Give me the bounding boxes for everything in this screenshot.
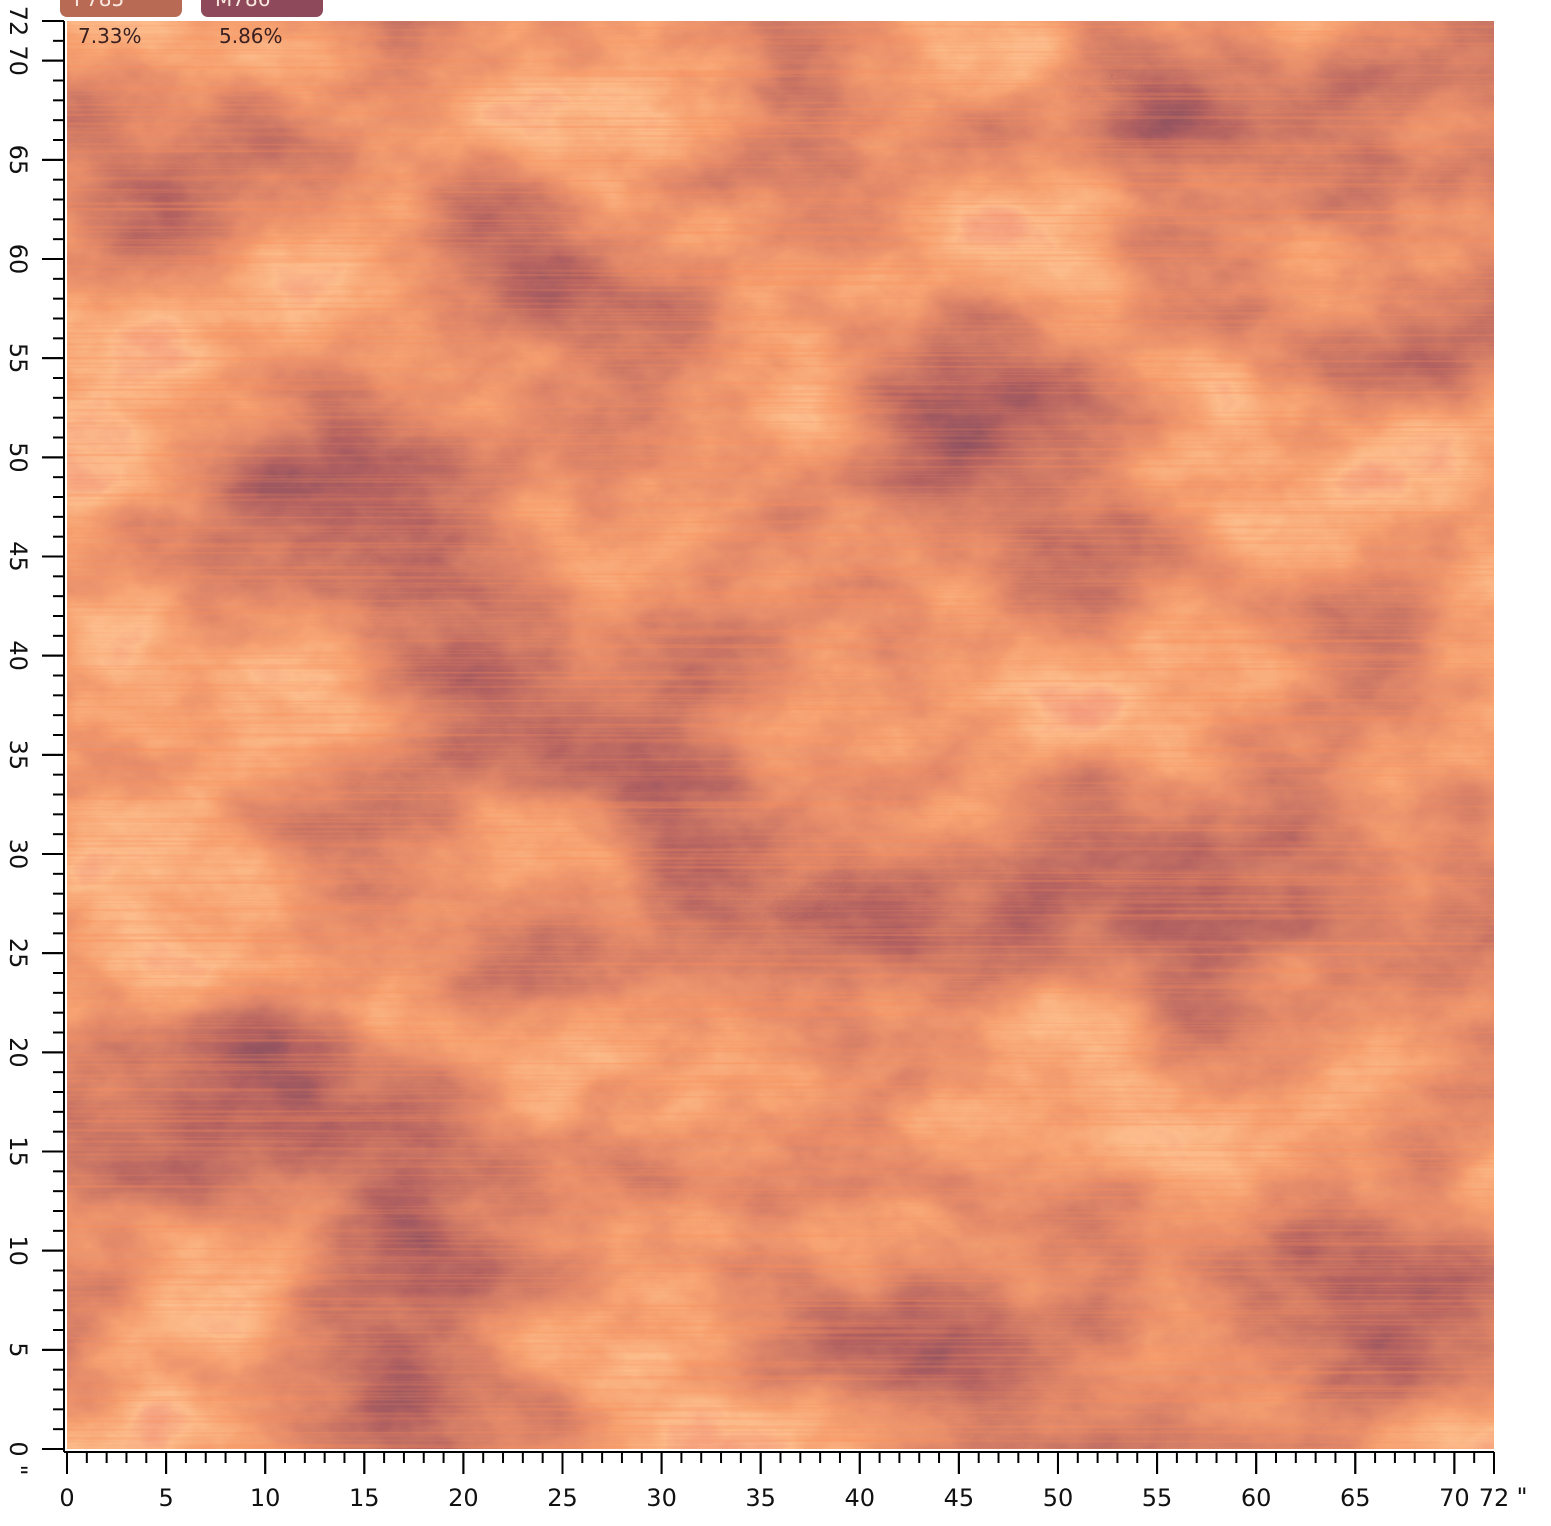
swatch-code: M786 (215, 0, 270, 11)
swatches: P785 7.33% M786 5.86% (60, 0, 323, 48)
x-tick-label: 70 (1439, 1484, 1470, 1512)
swatch-percent: 7.33% (78, 24, 142, 48)
y-tick-label: 70 (4, 45, 32, 76)
rug-design (67, 21, 1494, 1449)
y-tick-label: 25 (4, 938, 32, 969)
y-tick-label: 55 (4, 343, 32, 374)
y-tick-label: 15 (4, 1136, 32, 1167)
x-tick-label: 30 (646, 1484, 677, 1512)
y-tick-label: 30 (4, 839, 32, 870)
y-tick-label: 65 (4, 145, 32, 176)
x-tick-label: 65 (1340, 1484, 1371, 1512)
x-tick-label: 5 (158, 1484, 173, 1512)
y-tick-label: 20 (4, 1037, 32, 1068)
swatch-chip (201, 0, 323, 17)
x-tick-label: 55 (1142, 1484, 1173, 1512)
y-tick-label: 50 (4, 442, 32, 473)
y-tick-label: 45 (4, 541, 32, 572)
x-tick-label: 0 (59, 1484, 74, 1512)
x-tick-label: 15 (349, 1484, 380, 1512)
x-tick-label: 60 (1241, 1484, 1272, 1512)
x-tick-label: 50 (1043, 1484, 1074, 1512)
x-unit: " (1516, 1483, 1527, 1511)
rulers: " " 0 5 10 15 20 25 30 35 40 45 50 55 60 65 70 72 0 5 10 15… (4, 6, 1528, 1512)
x-tick-label: 35 (745, 1484, 776, 1512)
y-tick-label: 35 (4, 740, 32, 771)
x-tick-label: 20 (448, 1484, 479, 1512)
swatch-code: P785 (74, 0, 124, 11)
x-tick-label: 40 (845, 1484, 876, 1512)
y-tick-label: 0 (4, 1441, 32, 1456)
y-tick-label: 40 (4, 640, 32, 671)
x-tick-label: 72 (1479, 1484, 1510, 1512)
y-tick-label: 10 (4, 1235, 32, 1266)
y-tick-label: 60 (4, 244, 32, 275)
swatch-chip (60, 0, 182, 17)
swatch-percent: 5.86% (219, 24, 283, 48)
y-tick-label: 5 (4, 1342, 32, 1357)
y-unit: " (4, 1464, 32, 1475)
x-tick-label: 25 (547, 1484, 578, 1512)
y-tick-label: 72 (4, 6, 32, 37)
x-tick-label: 10 (250, 1484, 281, 1512)
x-tick-label: 45 (944, 1484, 975, 1512)
